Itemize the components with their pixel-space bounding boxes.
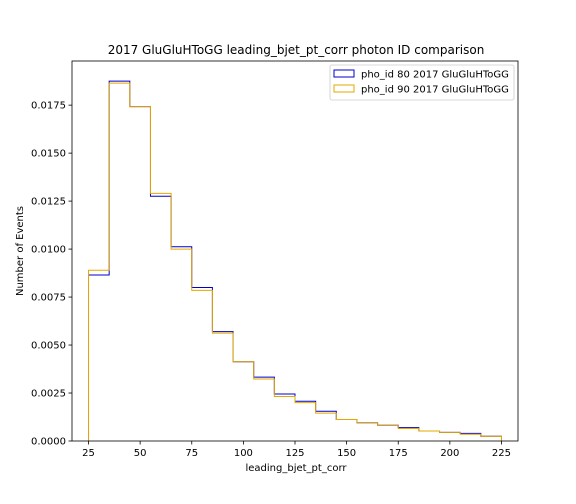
x-tick-label: 175 <box>389 448 408 459</box>
y-tick-label: 0.0000 <box>31 437 66 448</box>
x-tick-label: 125 <box>285 448 304 459</box>
y-tick-label: 0.0100 <box>31 245 66 256</box>
legend-swatch-1 <box>333 69 355 78</box>
legend: pho_id 80 2017 GluGluHToGG pho_id 90 2017… <box>329 64 515 101</box>
legend-box <box>329 64 515 101</box>
y-tick-label: 0.0050 <box>31 341 66 352</box>
legend-swatch-2 <box>333 84 355 93</box>
y-axis-ticks: 0.0000 0.0025 0.0050 0.0075 0.0100 0.0125 0.01… <box>31 101 72 448</box>
y-tick-label: 0.0025 <box>31 389 66 400</box>
x-tick-label: 100 <box>234 448 253 459</box>
x-tick-label: 75 <box>185 448 198 459</box>
y-tick-label: 0.0175 <box>31 101 66 112</box>
series-line-2 <box>88 82 502 441</box>
x-axis-label: leading_bjet_pt_corr <box>245 463 347 474</box>
x-tick-label: 50 <box>134 448 147 459</box>
x-tick-label: 225 <box>492 448 511 459</box>
legend-label-2: pho_id 90 2017 GluGluHToGG <box>361 85 509 96</box>
y-tick-label: 0.0150 <box>31 149 66 160</box>
x-axis-ticks: 25 50 75 100 125 150 175 200 225 <box>82 441 511 459</box>
y-axis-label: Number of Events <box>15 206 26 296</box>
x-tick-label: 25 <box>82 448 95 459</box>
x-tick-label: 150 <box>337 448 356 459</box>
y-tick-label: 0.0075 <box>31 293 66 304</box>
legend-label-1: pho_id 80 2017 GluGluHToGG <box>361 70 509 81</box>
x-tick-label: 200 <box>440 448 459 459</box>
y-tick-label: 0.0125 <box>31 197 66 208</box>
chart-title: 2017 GluGluHToGG leading_bjet_pt_corr ph… <box>108 43 485 57</box>
